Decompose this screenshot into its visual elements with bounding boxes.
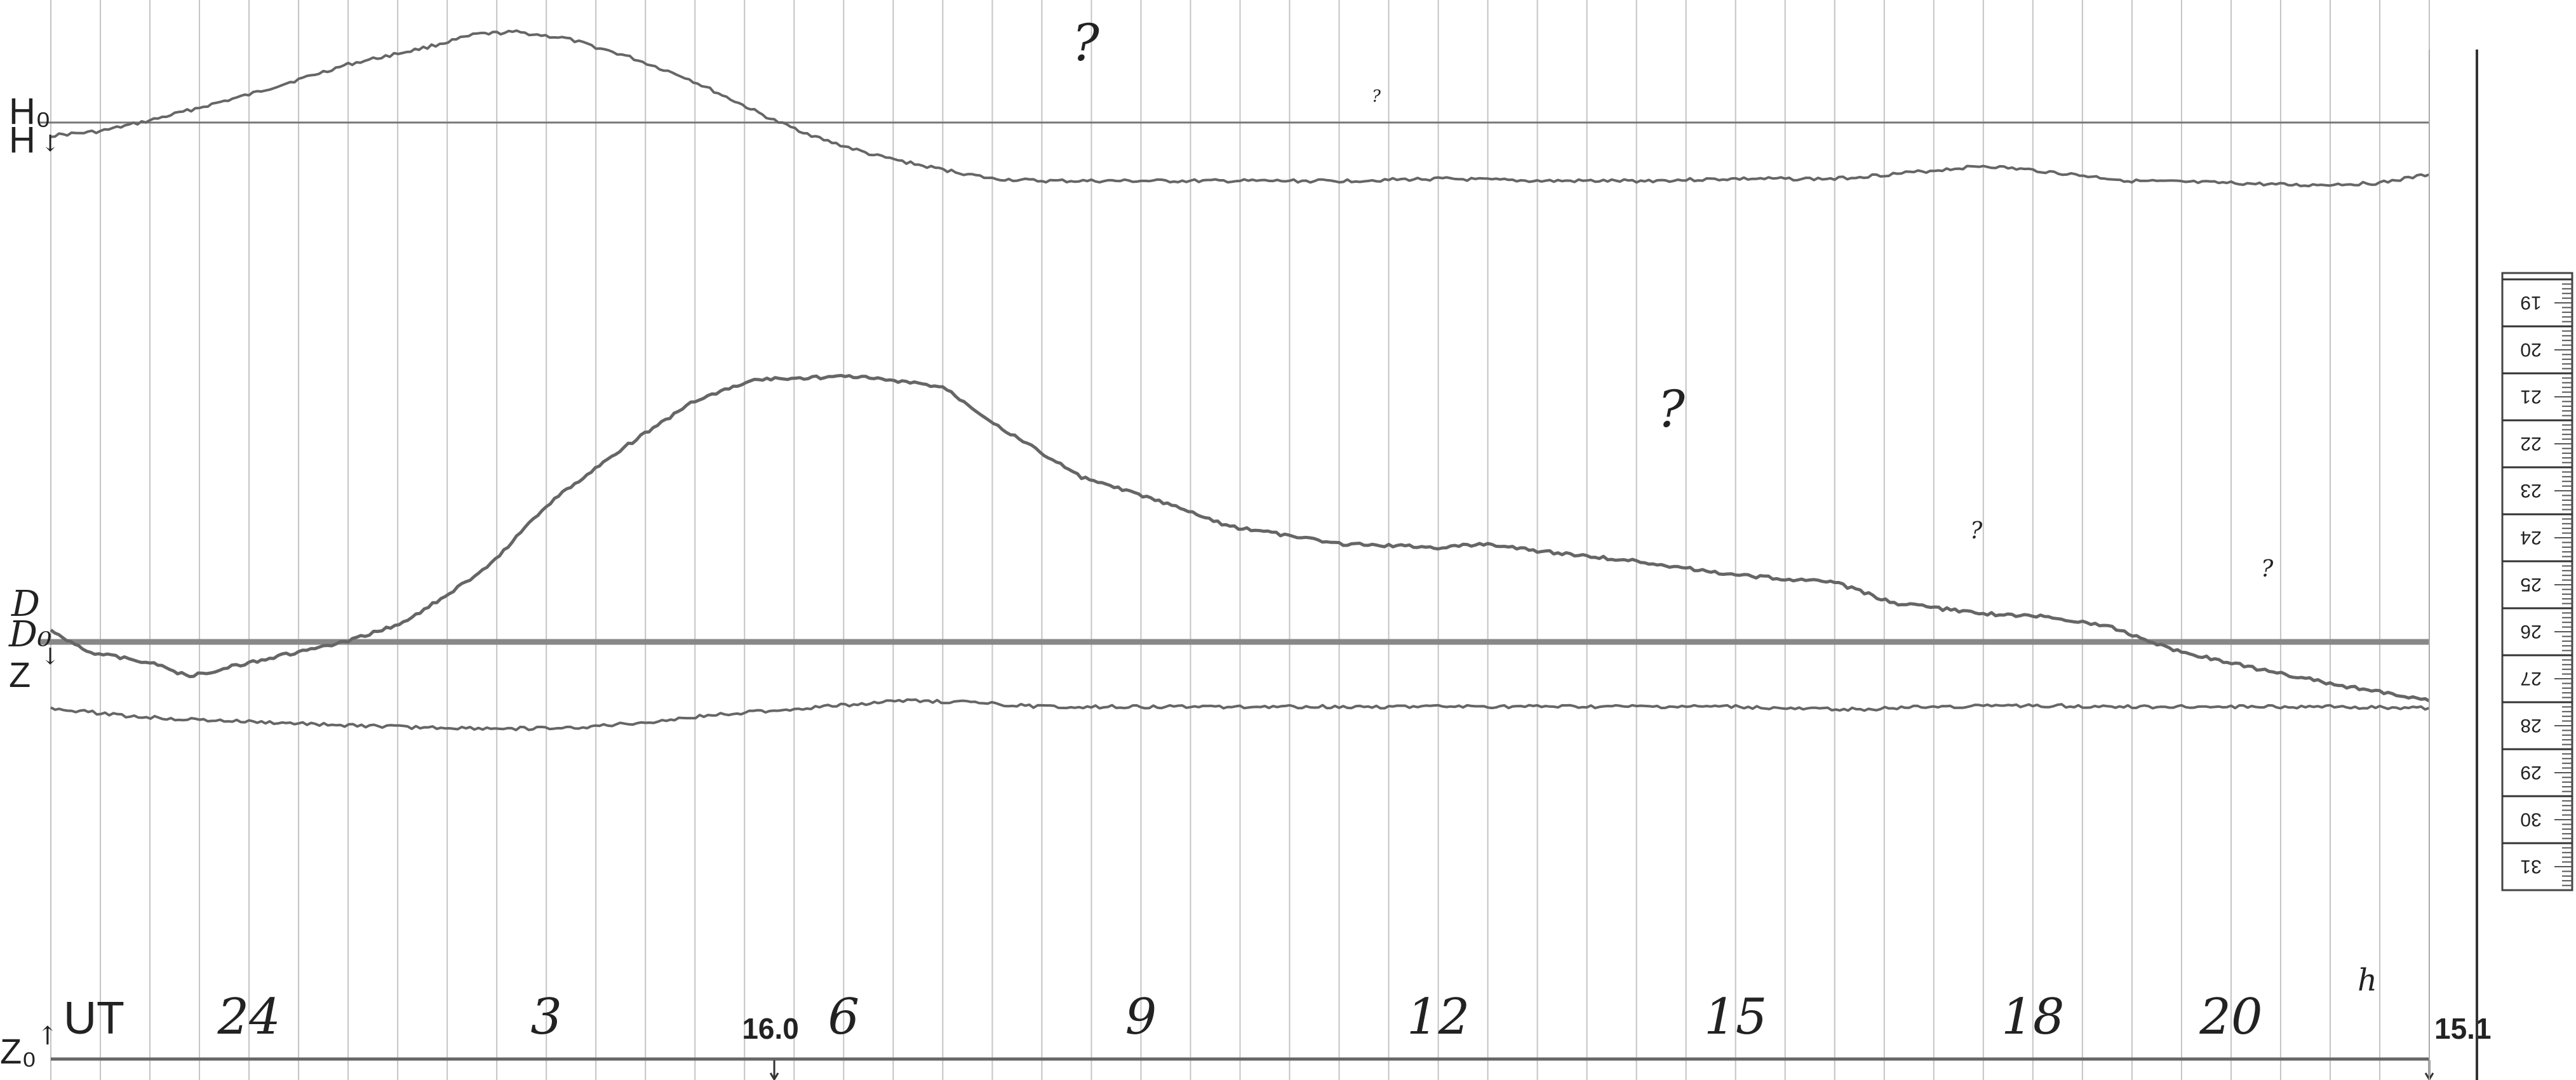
ruler-label: 24 [2520,527,2541,548]
x-axis-label: UT [64,993,124,1044]
date-mark: 15.1 [2434,1012,2492,1045]
z-arrow-mark: ↑ [37,1022,58,1051]
trace-d [50,373,2431,703]
z-label: Z [9,655,30,695]
question-mark-5: ? [2261,556,2274,582]
hour-label: 12 [1407,989,1470,1046]
d0-label: D₀ [8,614,51,655]
h0-label: H₀ [9,91,51,132]
d-label: D [11,583,40,625]
question-mark-1: ? [1072,13,1100,72]
ruler-label: 22 [2520,433,2541,454]
ruler-label: 20 [2520,339,2541,360]
ruler-label: 28 [2520,715,2541,736]
hour-label: 18 [2001,989,2064,1046]
hour-label: 20 [2199,989,2262,1046]
grid-lines [50,0,2430,1080]
h-label: H [9,119,36,161]
date-marks: 16.0 15.1 [742,1012,2492,1080]
ruler-label: 21 [2520,386,2541,407]
ruler-frame [2501,272,2573,891]
ruler-label: 29 [2520,762,2541,783]
z0-label: Z₀ [0,1031,36,1071]
ruler-label: 27 [2520,668,2541,689]
date-mark-arrow [769,1060,779,1080]
hour-label: 15 [1704,989,1767,1046]
trace-h [50,29,2430,188]
date-mark: 16.0 [742,1012,799,1045]
question-mark-3: ? [1658,380,1686,439]
ruler-label: 31 [2520,856,2541,877]
ruler-label: 23 [2520,480,2541,501]
h-arrow-mark: ↓ [41,131,60,157]
question-mark-2: ? [1372,87,1381,106]
traces [50,29,2431,731]
ruler-label: 19 [2520,292,2541,313]
d-arrow-mark: ↓ [41,644,60,670]
hour-label: 24 [217,989,280,1046]
hour-label: 6 [828,989,860,1046]
scale-ruler: 19 20 21 22 23 24 25 26 27 28 29 30 31 [2501,272,2573,891]
question-mark-4: ? [1970,518,1983,544]
hour-unit-suffix: h [2358,963,2377,998]
hour-label: 9 [1125,989,1157,1046]
hour-label: 3 [530,989,562,1046]
ruler-label: 26 [2520,621,2541,642]
ruler-label: 25 [2520,574,2541,595]
hour-labels: 24 3 6 9 12 15 18 20 [217,989,2262,1046]
trace-z [50,698,2430,731]
ruler-label: 30 [2520,809,2541,830]
